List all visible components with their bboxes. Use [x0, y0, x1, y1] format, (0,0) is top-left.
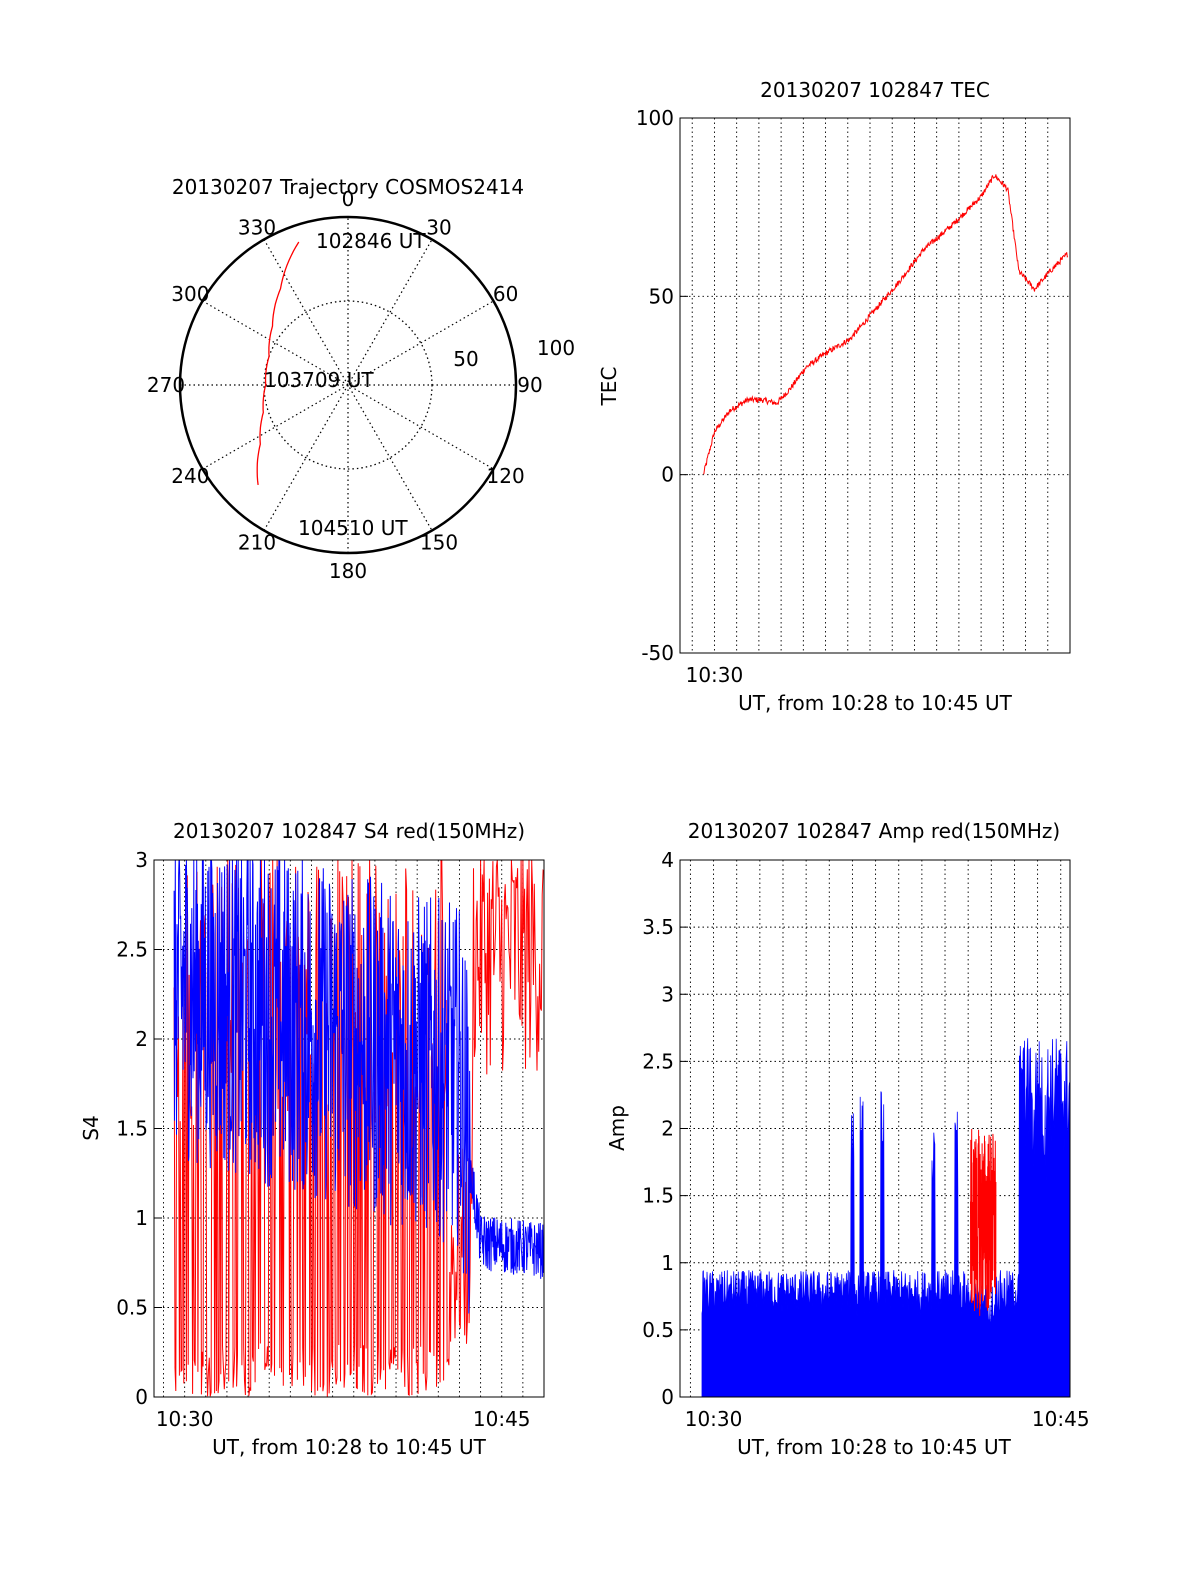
polar-angle-label-90: 90: [517, 373, 542, 397]
tec-data: [703, 174, 1069, 475]
polar-angle-label-0: 0: [342, 187, 355, 211]
polar-angle-label-30: 30: [426, 215, 451, 239]
s4-plot-frame: [153, 859, 545, 1398]
amp-plot-frame: [679, 859, 1071, 1398]
y-tick-label: 1.5: [116, 1117, 148, 1141]
polar-outer-ring: [178, 215, 518, 555]
y-tick-label: -50: [641, 641, 674, 665]
polar-angle-label-210: 210: [238, 531, 276, 555]
satellite-trajectory-line: [256, 241, 300, 485]
amp-x-axis-label: UT, from 10:28 to 10:45 UT: [737, 1435, 1012, 1459]
s4-x-axis-label: UT, from 10:28 to 10:45 UT: [212, 1435, 487, 1459]
y-tick-label: 0: [135, 1385, 148, 1409]
polar-spoke-150: [263, 239, 433, 531]
y-tick-label: 3: [661, 982, 674, 1006]
y-tick-label: 3.5: [642, 915, 674, 939]
amp-chart-title: 20130207 102847 Amp red(150MHz): [688, 819, 1060, 843]
y-tick-label: 2: [661, 1117, 674, 1141]
trajectory-mid-time-label: 103709 UT: [264, 368, 374, 392]
y-tick-label: 1.5: [642, 1184, 674, 1208]
y-tick-label: 100: [636, 106, 674, 130]
polar-chart-title: 20130207 Trajectory COSMOS2414: [172, 175, 524, 199]
y-tick-label: 2: [135, 1027, 148, 1051]
s4-ticks: 0 0.5 1 1.5 2 2.5 3 10:30 10:45: [116, 848, 530, 1431]
polar-angle-label-150: 150: [420, 531, 458, 555]
y-tick-label: 2.5: [116, 938, 148, 962]
s4-red-series-line: [173, 859, 545, 1397]
amp-data: [701, 1038, 1071, 1398]
y-tick-label: 4: [661, 848, 674, 872]
polar-grid: [180, 217, 516, 553]
y-tick-label: 2.5: [642, 1049, 674, 1073]
tec-series-line: [703, 174, 1069, 475]
polar-angle-label-300: 300: [171, 282, 209, 306]
polar-angle-label-240: 240: [171, 464, 209, 488]
y-tick-label: 1: [135, 1206, 148, 1230]
tec-ticks: -50 0 50 100 10:30: [636, 106, 743, 687]
tec-plot-frame: [679, 117, 1071, 654]
tec-x-axis-label: UT, from 10:28 to 10:45 UT: [738, 691, 1013, 715]
y-tick-label: 3: [135, 848, 148, 872]
polar-ring-label-100: 100: [537, 336, 575, 360]
y-tick-label: 0: [661, 463, 674, 487]
s4-blue-series-line: [173, 859, 545, 1314]
s4-chart: 20130207 102847 S4 red(150MHz) 0 0.5 1 1.5 2…: [79, 819, 545, 1459]
polar-angle-label-270: 270: [147, 373, 185, 397]
x-tick-label: 10:30: [686, 663, 744, 687]
polar-angle-label-330: 330: [238, 215, 276, 239]
y-tick-label: 0.5: [116, 1296, 148, 1320]
trajectory-end-time-label: 104510 UT: [298, 516, 408, 540]
amp-chart: 20130207 102847 Amp red(150MHz) 0 0.5 1 1.5…: [605, 819, 1090, 1459]
amp-y-axis-label: Amp: [605, 1105, 629, 1151]
amp-red-series-line: [970, 1128, 997, 1316]
polar-ring-label-50: 50: [453, 347, 478, 371]
y-tick-label: 1: [661, 1251, 674, 1275]
y-tick-label: 0.5: [642, 1318, 674, 1342]
y-tick-label: 50: [649, 284, 674, 308]
x-tick-label: 10:30: [685, 1407, 743, 1431]
amp-blue-series-area: [701, 1038, 1071, 1398]
x-tick-label: 10:30: [156, 1407, 214, 1431]
y-tick-label: 0: [661, 1385, 674, 1409]
x-tick-label: 10:45: [1032, 1407, 1090, 1431]
polar-angle-label-180: 180: [329, 559, 367, 583]
tec-grid: [680, 118, 1070, 653]
tec-chart: 20130207 102847 TEC -50 0 50 100 10:30 UT, f…: [597, 78, 1071, 715]
polar-angle-label-60: 60: [493, 282, 518, 306]
s4-chart-title: 20130207 102847 S4 red(150MHz): [173, 819, 525, 843]
trajectory-start-time-label: 102846 UT: [316, 229, 426, 253]
tec-chart-title: 20130207 102847 TEC: [760, 78, 990, 102]
polar-angle-label-120: 120: [487, 464, 525, 488]
tec-y-axis-label: TEC: [597, 367, 621, 407]
x-tick-label: 10:45: [473, 1407, 531, 1431]
s4-y-axis-label: S4: [79, 1115, 103, 1140]
polar-angle-labels: 0 30 60 90 120 150 180 210 240 270 300 330: [147, 187, 543, 583]
s4-data: [173, 859, 545, 1397]
polar-trajectory-chart: 20130207 Trajectory COSMOS2414 0 30 60 90 12…: [147, 175, 575, 583]
